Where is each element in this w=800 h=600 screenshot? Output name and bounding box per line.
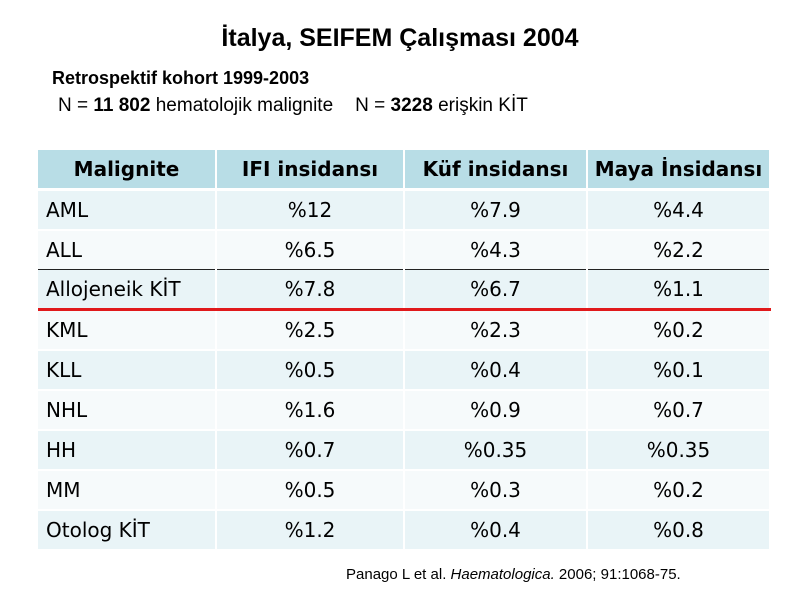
n2-value: 3228 [390,95,433,116]
ifi-cell: %0.5 [216,350,405,391]
ifi-cell: %1.6 [216,390,405,431]
citation: Panago L et al. Haematologica. 2006; 91:… [346,566,681,583]
malignancy-cell: Allojeneik KİT [38,269,217,311]
table-row: AML %12 %7.9 %4.4 [38,189,771,231]
mold-cell: %0.3 [404,470,588,511]
mold-cell: %0.4 [404,350,588,391]
table-row: HH %0.7 %0.35 %0.35 [38,430,771,471]
malignancy-cell: MM [38,470,217,511]
ifi-cell: %0.5 [216,470,405,511]
mold-cell: %7.9 [404,189,588,231]
yeast-cell: %0.35 [587,430,771,471]
malignancy-cell: NHL [38,390,217,431]
mold-cell: %0.35 [404,430,588,471]
header-ifi-insidansi: IFI insidansı [216,150,405,191]
study-subtitle: Retrospektif kohort 1999-2003 [52,68,310,88]
malignancy-cell: AML [38,189,217,231]
mold-cell: %2.3 [404,309,588,351]
ifi-cell: %12 [216,189,405,231]
mold-cell: %0.9 [404,390,588,431]
yeast-cell: %0.8 [587,510,771,551]
table-row: ALL %6.5 %4.3 %2.2 [38,230,771,270]
yeast-cell: %2.2 [587,230,771,270]
header-kuf-insidansi: Küf insidansı [404,150,588,191]
citation-details: 2006; 91:1068-75. [554,566,681,583]
mold-cell: %4.3 [404,230,588,270]
n2-label: erişkin KİT [432,95,528,116]
ifi-cell: %1.2 [216,510,405,551]
malignancy-cell: KML [38,309,217,351]
table-row: Otolog KİT %1.2 %0.4 %0.8 [38,510,771,551]
ifi-cell: %2.5 [216,309,405,351]
citation-journal: Haematologica. [450,566,555,583]
yeast-cell: %4.4 [587,189,771,231]
table-header-row: Malignite IFI insidansı Küf insidansı Ma… [38,150,771,191]
population-line: N = 11 802 hematolojik malignite N = 3228… [58,95,528,117]
yeast-cell: %0.2 [587,470,771,511]
n1-value: 11 802 [93,95,151,116]
ifi-cell: %6.5 [216,230,405,270]
table-row: Allojeneik KİT %7.8 %6.7 %1.1 [38,269,771,311]
table-row: MM %0.5 %0.3 %0.2 [38,470,771,511]
table-row: KML %2.5 %2.3 %0.2 [38,309,771,351]
n2-prefix: N = [355,95,391,116]
ifi-cell: %7.8 [216,269,405,311]
yeast-cell: %0.7 [587,390,771,431]
yeast-cell: %0.2 [587,309,771,351]
mold-cell: %6.7 [404,269,588,311]
n1-label: hematolojik malignite [150,95,334,116]
slide-title: İtalya, SEIFEM Çalışması 2004 [221,24,579,52]
malignancy-cell: HH [38,430,217,471]
n1-prefix: N = [58,95,94,116]
incidence-table: Malignite IFI insidansı Küf insidansı Ma… [38,150,771,551]
mold-cell: %0.4 [404,510,588,551]
yeast-cell: %1.1 [587,269,771,311]
table-row: KLL %0.5 %0.4 %0.1 [38,350,771,391]
yeast-cell: %0.1 [587,350,771,391]
malignancy-cell: ALL [38,230,217,270]
citation-authors: Panago L et al. [346,566,451,583]
malignancy-cell: Otolog KİT [38,510,217,551]
table-row: NHL %1.6 %0.9 %0.7 [38,390,771,431]
malignancy-cell: KLL [38,350,217,391]
header-maya-insidansi: Maya İnsidansı [587,150,771,191]
ifi-cell: %0.7 [216,430,405,471]
header-malignite: Malignite [38,150,217,191]
